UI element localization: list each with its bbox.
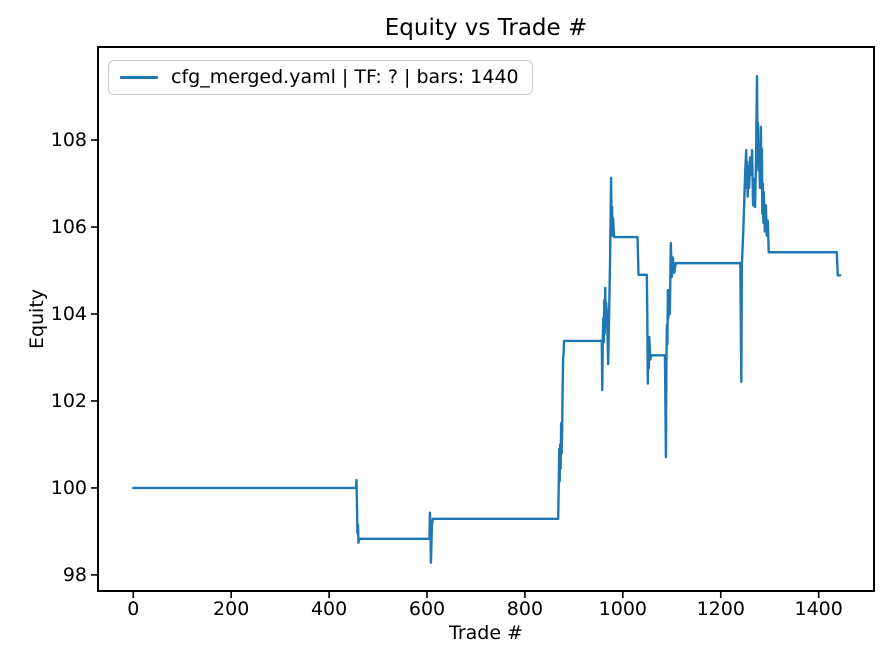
y-tick-label: 104 [50,302,87,325]
x-axis-label: Trade # [449,622,523,644]
legend-label: cfg_merged.yaml | TF: ? | bars: 1440 [171,66,519,88]
x-tick-label: 1200 [696,598,745,620]
x-tick-label: 0 [127,598,140,620]
x-tick-label: 800 [506,598,544,620]
y-tick-label: 100 [50,476,87,499]
legend-line-sample [120,75,158,79]
y-tick-label: 106 [50,216,87,239]
y-tick-label: 98 [62,563,87,586]
x-tick-label: 400 [310,598,348,620]
x-tick-label: 600 [408,598,446,620]
y-tick-label: 102 [50,389,87,412]
x-tick-label: 200 [213,598,250,620]
y-tick-label: 108 [50,129,87,152]
legend: cfg_merged.yaml | TF: ? | bars: 1440 [108,60,533,95]
equity-line [132,74,842,564]
axes-spines [97,46,875,592]
x-tick-label: 1000 [598,598,648,620]
chart-title: Equity vs Trade # [384,15,588,41]
x-tick-label: 1400 [794,598,843,620]
